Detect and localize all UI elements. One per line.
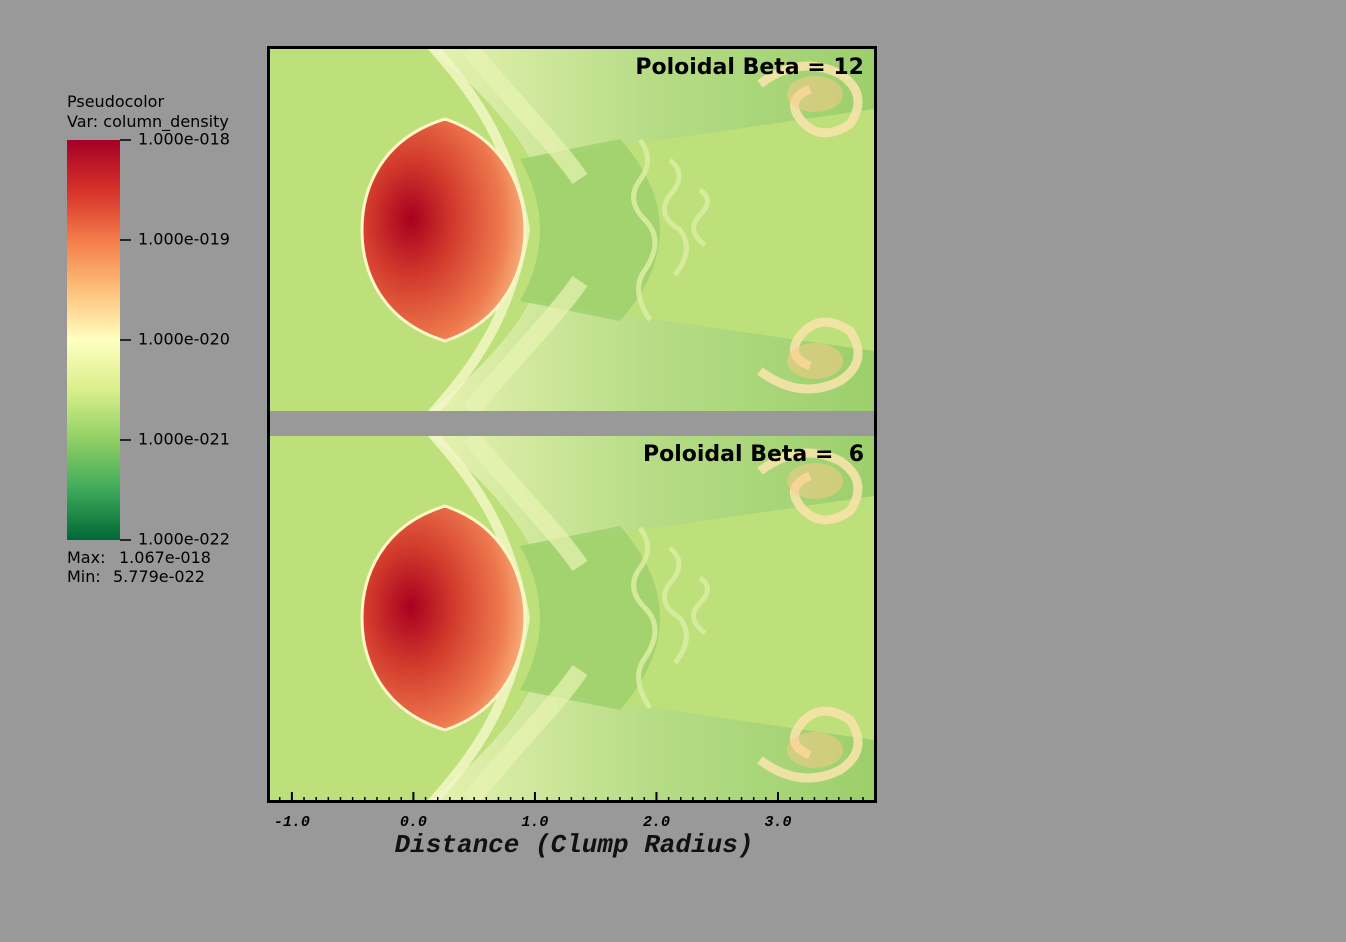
min-title: Min: [67, 567, 101, 586]
x-tick-label: 0.0 [400, 814, 427, 831]
vortex [757, 61, 863, 138]
colorbar-tick-label: 1.000e-019 [138, 230, 230, 249]
panel-annotation: Poloidal Beta = 12 [635, 55, 864, 80]
vortex-core [787, 732, 843, 768]
colorbar-tick-label: 1.000e-020 [138, 330, 230, 349]
shock-edge [463, 436, 588, 800]
vortex-core [787, 463, 843, 499]
colorbar [67, 140, 120, 540]
inner-wake [520, 139, 660, 321]
clump [360, 504, 527, 732]
x-tick-label: 2.0 [643, 814, 670, 831]
x-axis-label: Distance (Clump Radius) [395, 830, 754, 860]
vortex [757, 448, 863, 525]
filaments [631, 526, 710, 710]
min-value: 5.779e-022 [113, 567, 205, 586]
vortex-core [787, 343, 843, 379]
panel-annotation: Poloidal Beta = 6 [643, 442, 864, 467]
max-value: 1.067e-018 [119, 548, 211, 567]
vortex [757, 317, 863, 394]
colorbar-tick-label: 1.000e-021 [138, 430, 230, 449]
vortex-core [787, 76, 843, 112]
colorbar-tick-label: 1.000e-022 [138, 530, 230, 549]
x-tick-label: -1.0 [274, 814, 310, 831]
max-title: Max: [67, 548, 105, 567]
clump [360, 117, 527, 343]
legend-variable: Var: column_density [67, 112, 229, 132]
colorbar-tick-label: 1.000e-018 [138, 130, 230, 149]
filaments [631, 138, 710, 322]
shock-edge [463, 49, 588, 411]
legend-title: Pseudocolor [67, 92, 164, 111]
panel [270, 436, 874, 800]
x-tick-label: 1.0 [521, 814, 548, 831]
panel [270, 49, 874, 411]
x-tick-label: 3.0 [764, 814, 791, 831]
inner-wake [520, 526, 660, 710]
vortex [757, 706, 863, 783]
